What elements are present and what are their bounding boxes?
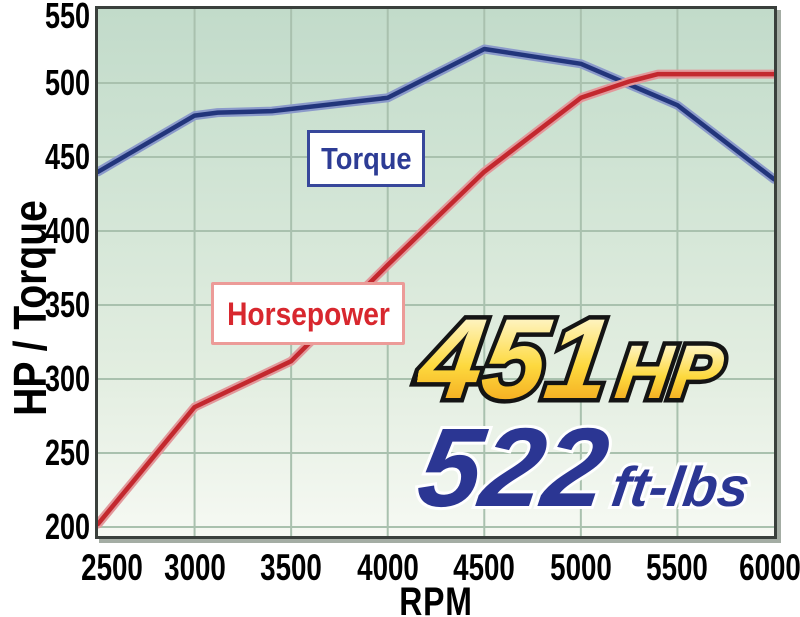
peak-torque-unit: ft-lbs ft-lbs (605, 452, 757, 521)
y-tick-550: 550 (44, 0, 90, 36)
x-tick-2500: 2500 (81, 547, 143, 588)
y-tick-400: 400 (44, 210, 90, 251)
peak-horsepower-badge: 451 451 HP HP (407, 292, 733, 428)
y-tick-300: 300 (44, 358, 90, 399)
plot-area: Torque Horsepower (95, 6, 777, 539)
torque-series-label-text: Torque (320, 141, 412, 176)
y-tick-250: 250 (44, 432, 90, 473)
peak-hp-unit: HP HP (606, 326, 733, 420)
horsepower-series-label-text: Horsepower (226, 295, 390, 332)
x-tick-3500: 3500 (260, 547, 323, 588)
peak-hp-value: 451 451 (407, 292, 624, 428)
peak-torque-badge: 522 522 ft-lbs ft-lbs (408, 402, 758, 533)
x-tick-5500: 5500 (646, 547, 709, 588)
x-tick-5000: 5000 (549, 547, 612, 588)
x-tick-6000: 6000 (739, 547, 800, 588)
torque-series-label: Torque (307, 130, 425, 187)
x-tick-3000: 3000 (163, 547, 226, 588)
horsepower-series-label: Horsepower (211, 282, 405, 345)
x-tick-4000: 4000 (356, 547, 419, 588)
peak-torque-value: 522 522 (408, 402, 618, 533)
y-tick-200: 200 (44, 506, 90, 547)
x-tick-4500: 4500 (453, 547, 516, 588)
y-tick-350: 350 (44, 284, 90, 325)
x-axis-title: RPM (399, 580, 473, 617)
y-tick-450: 450 (44, 136, 90, 177)
chart-canvas (98, 9, 774, 536)
y-tick-500: 500 (44, 62, 90, 103)
